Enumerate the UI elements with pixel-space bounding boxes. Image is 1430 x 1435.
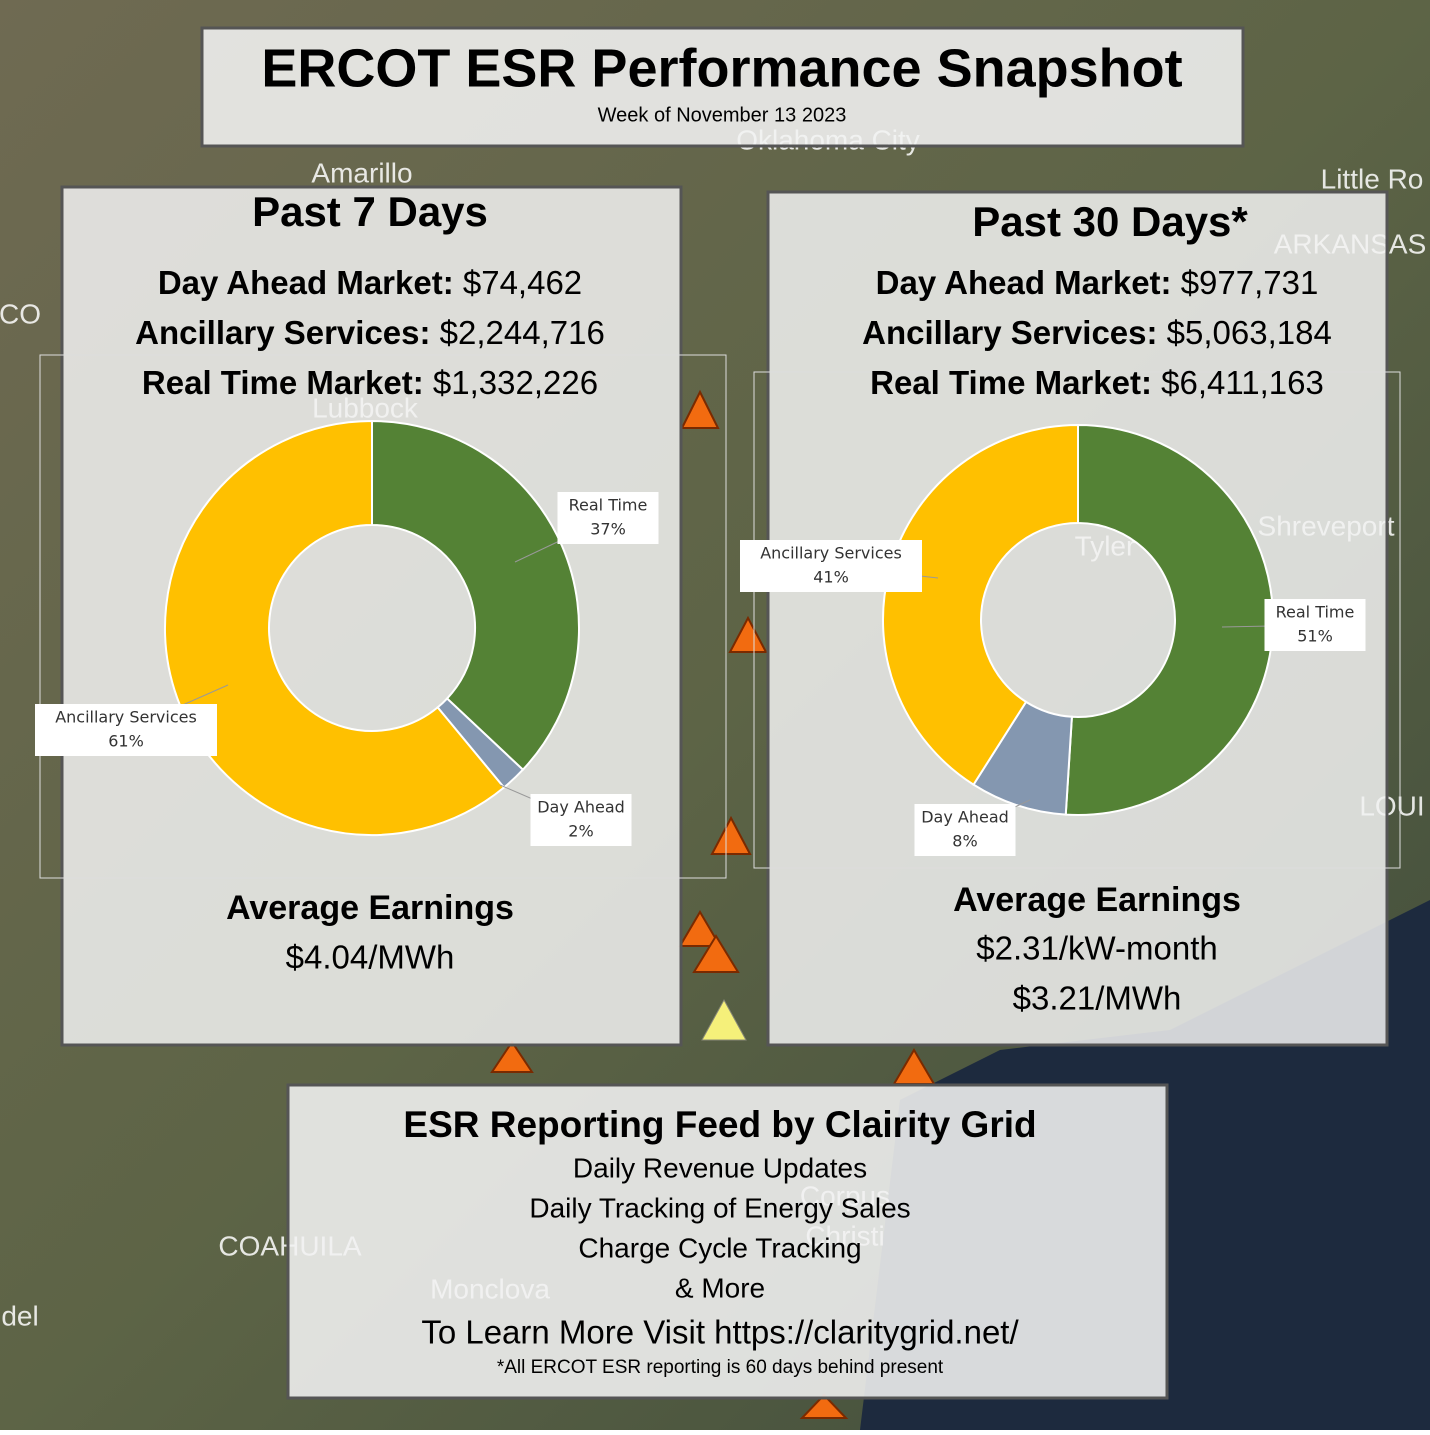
footer-box xyxy=(286,1083,1169,1400)
data-label-category: Day Ahead xyxy=(537,798,625,817)
metric-value: $2,244,716 xyxy=(440,314,605,351)
metric-value: $5,063,184 xyxy=(1167,314,1332,351)
data-label: Ancillary Services 41% xyxy=(740,540,922,592)
chart-frame xyxy=(753,371,1401,869)
footer-line: Charge Cycle Tracking xyxy=(578,1232,861,1263)
data-label-category: Real Time xyxy=(1276,603,1355,622)
data-label-value: 51% xyxy=(1297,627,1333,646)
donut-slice xyxy=(882,423,1079,787)
map-label: CO xyxy=(0,298,41,329)
earnings-value: $2.31/kW-month xyxy=(976,930,1218,967)
data-label-category: Ancillary Services xyxy=(760,544,902,563)
earnings-title: Average Earnings xyxy=(226,889,514,927)
data-label-box xyxy=(914,804,1016,856)
metric-label: Real Time Market: xyxy=(870,364,1152,401)
donut-slice xyxy=(164,419,506,836)
data-label-value: 2% xyxy=(568,822,593,841)
data-label-box xyxy=(740,540,922,592)
data-label-value: 61% xyxy=(108,732,144,751)
data-label-box xyxy=(530,794,632,846)
footer-note: *All ERCOT ESR reporting is 60 days behi… xyxy=(497,1357,944,1378)
map-markers xyxy=(490,389,936,1419)
metric: Day Ahead Market: $977,731 xyxy=(876,264,1319,301)
panel-title: Past 30 Days* xyxy=(972,198,1248,245)
metric-value: $6,411,163 xyxy=(1161,364,1324,401)
metric-label: Ancillary Services: xyxy=(135,314,430,351)
metric-label: Day Ahead Market: xyxy=(158,264,454,301)
map-label: Little Ro xyxy=(1321,163,1424,194)
donut-slice xyxy=(1064,423,1274,816)
data-label-value: 37% xyxy=(590,520,626,539)
data-label-box xyxy=(35,704,217,756)
footer-line: Daily Tracking of Energy Sales xyxy=(529,1192,910,1223)
metric: Day Ahead Market: $74,462 xyxy=(158,264,582,301)
metric: Ancillary Services: $2,244,716 xyxy=(135,314,605,351)
data-label: Ancillary Services 61% xyxy=(35,704,217,756)
metric: Ancillary Services: $5,063,184 xyxy=(862,314,1332,351)
metric-value: $977,731 xyxy=(1181,264,1319,301)
panel-title: Past 7 Days xyxy=(252,188,488,235)
donut-slice xyxy=(371,419,580,772)
metric-label: Real Time Market: xyxy=(142,364,424,401)
data-label-value: 41% xyxy=(813,568,849,587)
metric-value: $1,332,226 xyxy=(433,364,598,401)
footer-visit: To Learn More Visit https://claritygrid.… xyxy=(421,1314,1019,1351)
data-label: Day Ahead 8% xyxy=(914,804,1016,856)
data-label-category: Real Time xyxy=(569,496,648,515)
data-label-category: Day Ahead xyxy=(921,808,1009,827)
data-label: Real Time 51% xyxy=(1264,599,1366,651)
data-label: Real Time 37% xyxy=(557,492,659,544)
footer-line: Daily Revenue Updates xyxy=(573,1152,867,1183)
earnings-value: $3.21/MWh xyxy=(1013,980,1182,1017)
data-label-box xyxy=(1264,599,1366,651)
earnings-value: $4.04/MWh xyxy=(286,939,455,976)
earnings-title: Average Earnings xyxy=(953,881,1241,919)
subtitle: Week of November 13 2023 xyxy=(598,104,847,126)
data-label-value: 8% xyxy=(952,832,977,851)
title-box xyxy=(200,26,1245,148)
metric: Real Time Market: $1,332,226 xyxy=(142,364,598,401)
chart-frame xyxy=(39,354,727,879)
map-marker xyxy=(701,998,747,1041)
metric-value: $74,462 xyxy=(463,264,582,301)
map-label: Amarillo xyxy=(311,157,412,188)
map-label: del xyxy=(1,1300,38,1331)
data-label-box xyxy=(557,492,659,544)
footer-line: & More xyxy=(675,1272,765,1303)
data-label-category: Ancillary Services xyxy=(55,708,197,727)
data-label: Day Ahead 2% xyxy=(530,794,632,846)
footer-title: ESR Reporting Feed by Clairity Grid xyxy=(403,1104,1036,1145)
metric: Real Time Market: $6,411,163 xyxy=(870,364,1324,401)
title: ERCOT ESR Performance Snapshot xyxy=(261,38,1182,98)
metric-label: Day Ahead Market: xyxy=(876,264,1172,301)
metric-label: Ancillary Services: xyxy=(862,314,1157,351)
